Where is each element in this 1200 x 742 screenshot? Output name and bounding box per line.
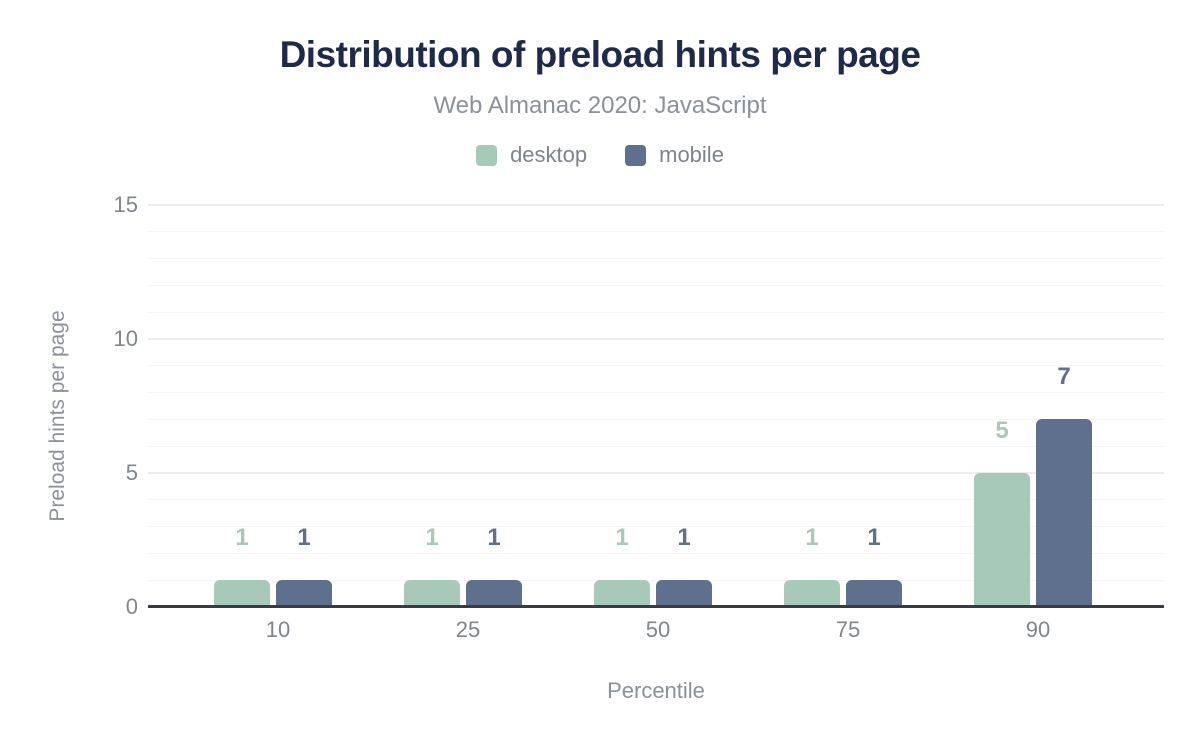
x-axis-line: [148, 605, 1164, 608]
bar-desktop-p75: [784, 580, 840, 607]
legend: desktop mobile: [0, 142, 1200, 168]
y-tick-label: 15: [113, 192, 138, 217]
chart-title: Distribution of preload hints per page: [279, 34, 921, 75]
x-tick-label-75: 75: [835, 617, 861, 642]
value-label-mobile-p50: 1: [677, 524, 691, 552]
bar-desktop-p90: [974, 473, 1030, 607]
gridline-minor: [148, 311, 1164, 313]
legend-label: desktop: [510, 142, 588, 167]
gridline-minor: [148, 526, 1164, 528]
gridline-major: [148, 338, 1164, 340]
value-label-desktop-p90: 5: [995, 417, 1009, 444]
x-tick-label-90: 90: [1025, 617, 1051, 642]
value-label-mobile-p10: 1: [297, 524, 311, 552]
gridline-minor: [148, 284, 1164, 286]
bar-mobile-p25: [466, 580, 522, 607]
bar-mobile-p90: [1036, 419, 1092, 607]
y-tick-label: 0: [125, 594, 138, 619]
y-tick-label: 10: [113, 326, 138, 351]
chart-subtitle: Web Almanac 2020: JavaScript: [433, 92, 767, 119]
value-label-mobile-p75: 1: [867, 524, 881, 552]
legend-item-mobile: mobile: [625, 142, 724, 168]
bar-desktop-p10: [214, 580, 270, 607]
x-axis-title: Percentile: [607, 678, 705, 703]
bar-desktop-p50: [594, 580, 650, 607]
gridline-minor: [148, 365, 1164, 367]
gridline-minor: [148, 392, 1164, 394]
value-label-mobile-p25: 1: [487, 524, 501, 552]
gridline-major: [148, 204, 1164, 206]
y-tick-label: 5: [125, 460, 138, 485]
gridline-minor: [148, 499, 1164, 501]
value-label-desktop-p75: 1: [805, 524, 819, 552]
value-label-mobile-p90: 7: [1057, 363, 1071, 391]
value-label-desktop-p50: 1: [615, 524, 629, 552]
x-tick-label-50: 50: [645, 617, 671, 642]
x-tick-label-25: 25: [455, 617, 481, 642]
value-label-desktop-p10: 1: [235, 524, 249, 552]
gridline-minor: [148, 418, 1164, 420]
gridline-minor: [148, 445, 1164, 447]
plot-area: 1 1 1 1 1 1 1 1 5 7: [148, 204, 1164, 607]
legend-item-desktop: desktop: [476, 142, 587, 168]
legend-label: mobile: [659, 142, 724, 167]
x-tick-label-10: 10: [265, 617, 291, 642]
bar-mobile-p50: [656, 580, 712, 607]
legend-swatch-desktop: [476, 144, 498, 166]
value-label-desktop-p25: 1: [425, 524, 439, 552]
gridline-minor: [148, 231, 1164, 233]
bar-desktop-p25: [404, 580, 460, 607]
gridline-minor: [148, 258, 1164, 260]
bar-mobile-p10: [276, 580, 332, 607]
gridline-minor: [148, 579, 1164, 581]
gridline-minor: [148, 552, 1164, 554]
gridline-major: [148, 472, 1164, 474]
legend-swatch-mobile: [625, 144, 647, 166]
bar-mobile-p75: [846, 580, 902, 607]
